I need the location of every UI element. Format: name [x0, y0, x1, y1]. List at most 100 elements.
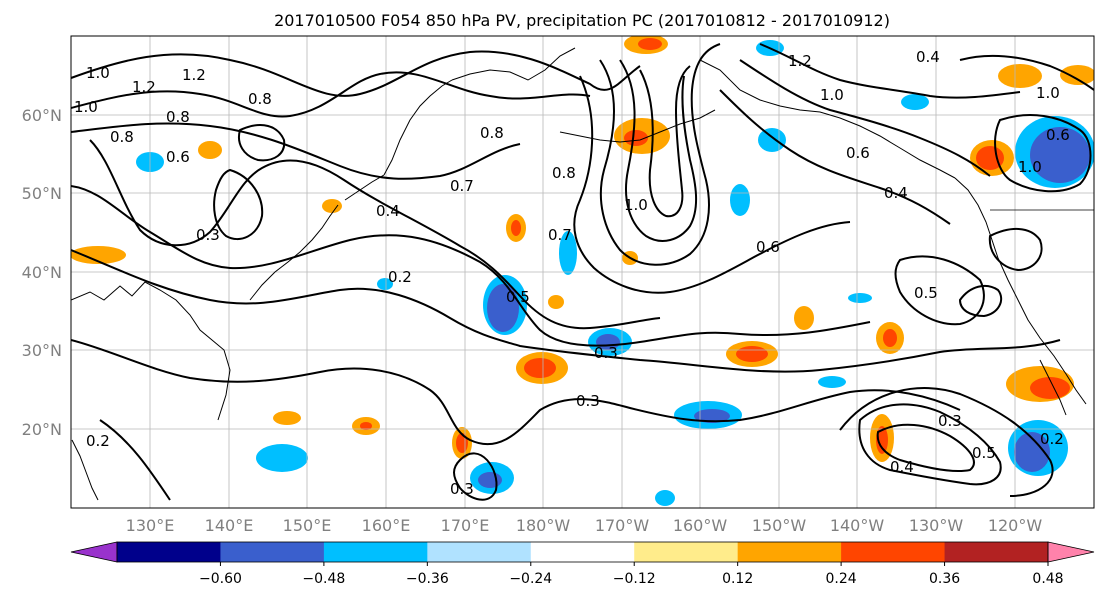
pv-contour [959, 54, 1094, 91]
lat-tick-label: 20°N [22, 420, 62, 439]
map-panel: 1.0 1.2 1.2 0.8 1.0 0.8 0.8 0.6 0.7 0.8 … [70, 35, 1095, 509]
precip-blob [322, 199, 342, 213]
precip-blob [487, 284, 519, 332]
colorbar-segment [220, 542, 325, 562]
coastline-kamchatka [383, 79, 453, 176]
precip-blob [848, 293, 872, 303]
contour-label: 0.3 [938, 412, 962, 430]
lon-tick-label: 140°E [205, 516, 254, 535]
colorbar-tick-label: −0.12 [613, 571, 656, 587]
pv-contour [573, 75, 851, 294]
pv-contour [71, 339, 961, 446]
pv-contour [71, 185, 871, 347]
colorbar-segment [323, 542, 428, 562]
colorbar-tick-label: −0.48 [302, 571, 345, 587]
lat-tick-label: 60°N [22, 106, 62, 125]
colorbar-tick-label: −0.60 [199, 571, 242, 587]
colorbar-segment [117, 542, 221, 562]
colorbar-tick-label: −0.36 [406, 571, 449, 587]
precip-blob [876, 426, 888, 454]
lon-tick-label: 150°E [283, 516, 332, 535]
precip-blob [377, 278, 393, 290]
coastline-kuril [344, 174, 385, 201]
lat-tick-label: 40°N [22, 263, 62, 282]
colorbar-ticks: −0.60 −0.48 −0.36 −0.24 −0.12 0.12 0.24 0.36 0.4… [199, 562, 1064, 587]
pv-contour [599, 43, 721, 266]
pv-contour [71, 122, 521, 180]
colorbar-segment [737, 542, 842, 562]
contour-label: 0.4 [376, 202, 400, 220]
precip-blob [694, 409, 730, 423]
precip-blob [655, 490, 675, 506]
colorbar-tick-label: −0.24 [509, 571, 552, 587]
pv-contour [739, 59, 991, 177]
lon-axis: 130°E 140°E 150°E 160°E 170°E 180°W 170°… [126, 516, 1043, 535]
colorbar-segment [530, 542, 635, 562]
lon-tick-label: 170°W [595, 516, 650, 535]
pv-contour [894, 255, 985, 326]
pv-contour [988, 228, 1043, 272]
lon-tick-label: 170°E [441, 516, 490, 535]
contour-label-layer: 1.0 1.2 1.2 0.8 1.0 0.8 0.8 0.6 0.7 0.8 … [74, 48, 1070, 498]
pv-contour [71, 249, 1061, 373]
contour-label: 0.8 [248, 90, 272, 108]
precip-blob [511, 220, 521, 236]
precip-blob [198, 141, 222, 159]
contour-label: 1.0 [86, 64, 110, 82]
precip-blob [256, 444, 308, 472]
colorbar-segment [634, 542, 739, 562]
contour-label: 0.3 [450, 480, 474, 498]
pv-contour [759, 43, 1021, 99]
lon-tick-label: 130°W [909, 516, 964, 535]
colorbar-segment [841, 542, 946, 562]
lon-tick-label: 130°E [126, 516, 175, 535]
lon-tick-label: 160°W [673, 516, 728, 535]
precip-blob [883, 329, 897, 347]
pv-contour [453, 452, 498, 501]
coastline-us-west [997, 257, 1087, 405]
colorbar-tick-label: 0.12 [722, 571, 753, 587]
precip-blob [730, 184, 750, 216]
colorbar-arrow-high [1047, 541, 1095, 563]
precip-blob [998, 64, 1042, 88]
precip-shading [71, 36, 1094, 506]
lon-tick-label: 150°W [752, 516, 807, 535]
precip-blob [456, 433, 468, 453]
contour-label: 0.2 [388, 268, 412, 286]
colorbar-tick-label: 0.36 [929, 571, 960, 587]
pv-contours [71, 43, 1094, 501]
pv-contour [839, 387, 1054, 497]
map-frame [70, 35, 1095, 509]
contour-label: 0.5 [506, 288, 530, 306]
contour-label: 0.6 [1046, 126, 1070, 144]
precip-blob [794, 306, 814, 330]
contour-label: 0.2 [1040, 430, 1064, 448]
contour-label: 1.0 [820, 86, 844, 104]
pv-contour [639, 65, 691, 218]
precip-blob [559, 231, 577, 275]
contour-label: 0.5 [914, 284, 938, 302]
pv-contour [619, 59, 698, 242]
colorbar-arrow-low [70, 541, 118, 563]
lon-tick-label: 140°W [830, 516, 885, 535]
contour-label: 0.8 [110, 128, 134, 146]
contour-label: 0.8 [552, 164, 576, 182]
lon-tick-label: 120°W [988, 516, 1043, 535]
pv-contour [213, 168, 264, 241]
contour-label: 0.7 [450, 177, 474, 195]
contour-label: 0.4 [890, 458, 914, 476]
pv-contour [71, 50, 641, 97]
contour-label: 0.3 [594, 344, 618, 362]
colorbar-segments [117, 542, 1049, 562]
contour-label: 1.2 [132, 78, 156, 96]
coastline-japan [249, 204, 339, 301]
contour-label: 0.6 [756, 238, 780, 256]
pv-contour [958, 284, 1003, 318]
contour-label: 1.0 [1036, 84, 1060, 102]
pv-contour [238, 124, 286, 162]
colorbar-tick-label: 0.48 [1032, 571, 1063, 587]
precip-blob [976, 146, 1004, 170]
contour-label: 0.8 [166, 108, 190, 126]
pv-contour [876, 423, 975, 473]
